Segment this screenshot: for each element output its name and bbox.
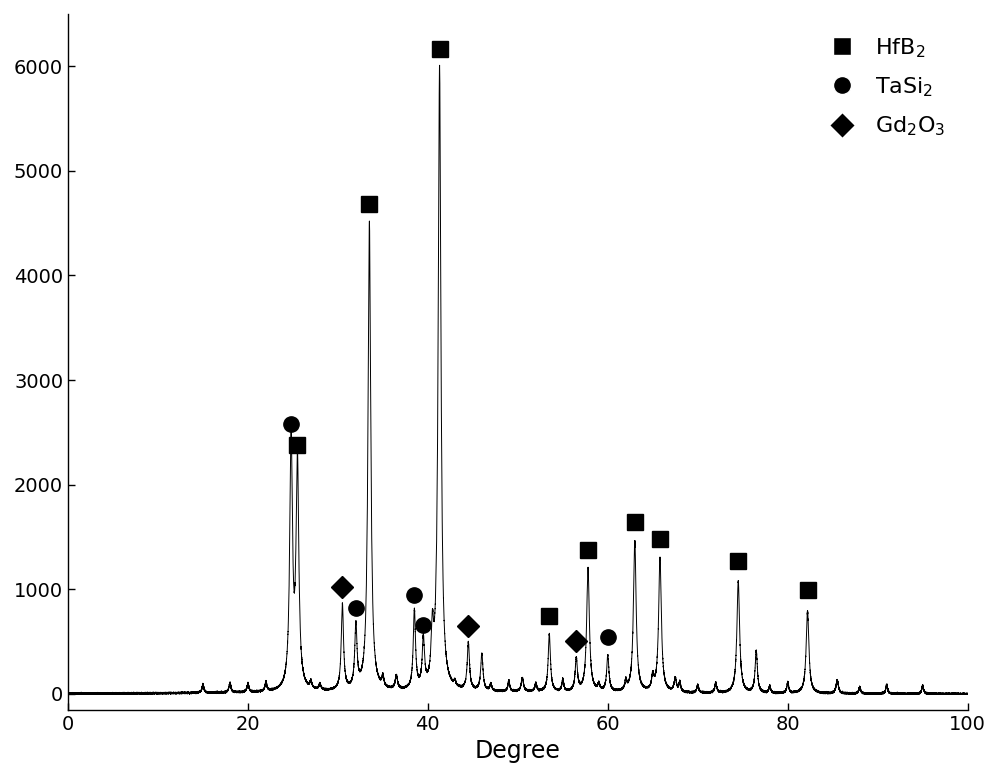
X-axis label: Degree: Degree [475,739,561,763]
Legend: HfB$_2$, TaSi$_2$, Gd$_2$O$_3$: HfB$_2$, TaSi$_2$, Gd$_2$O$_3$ [808,25,957,149]
